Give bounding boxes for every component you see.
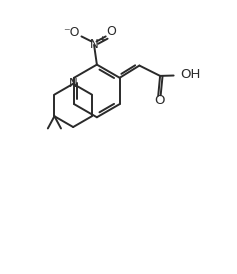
Text: OH: OH bbox=[180, 68, 200, 81]
Text: O: O bbox=[106, 25, 116, 38]
Text: +: + bbox=[98, 35, 106, 44]
Text: ⁻O: ⁻O bbox=[63, 26, 80, 39]
Text: O: O bbox=[154, 95, 164, 107]
Text: N: N bbox=[69, 77, 77, 90]
Text: N: N bbox=[90, 38, 98, 52]
